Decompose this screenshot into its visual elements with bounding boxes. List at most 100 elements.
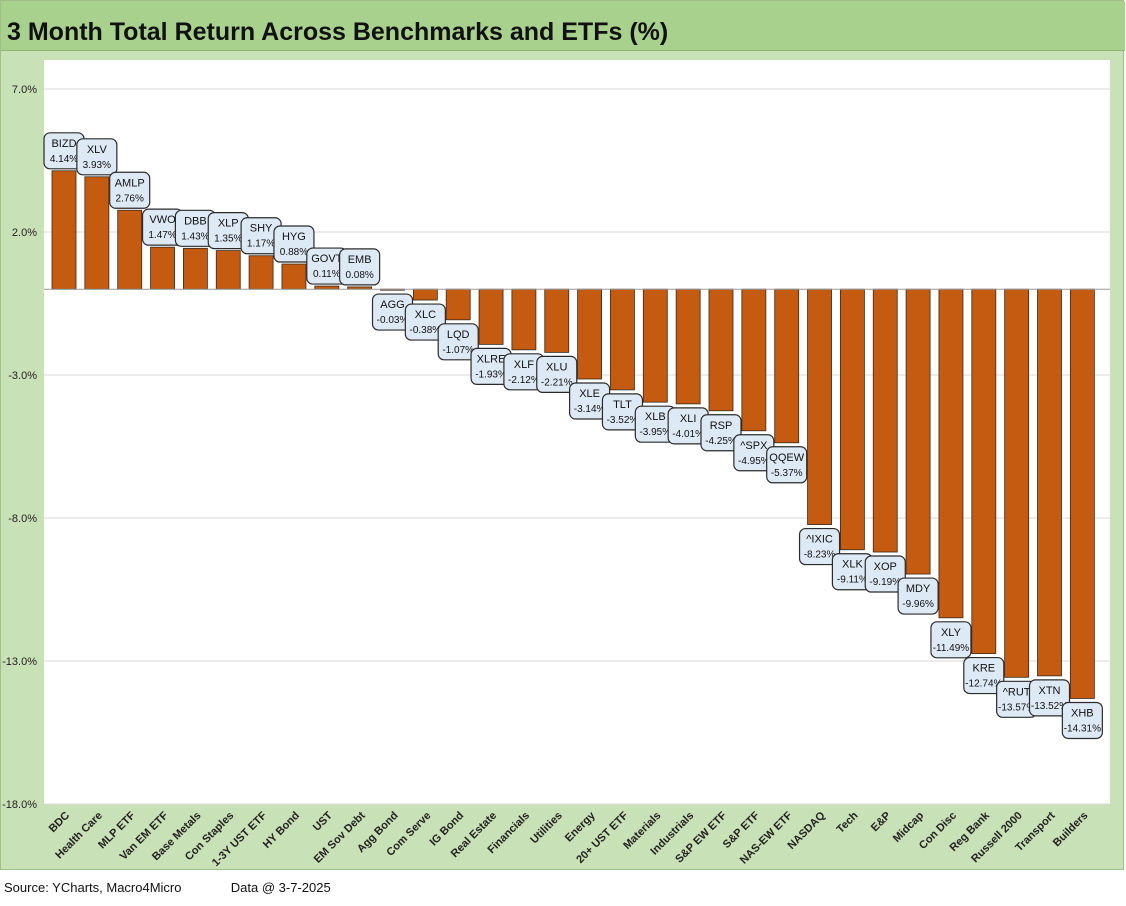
plot-area — [44, 60, 1110, 804]
bar-chart: 7.0% 2.0% -3.0% -8.0% -13.0% -18.0% BIZD 4.14% X… — [2, 60, 1110, 869]
data-label-box — [109, 171, 151, 209]
data-label-value: -5.37% — [771, 468, 803, 479]
data-label-ticker: XLE — [579, 388, 600, 400]
bar — [84, 176, 110, 290]
data-label-value: -12.74% — [965, 679, 1002, 690]
bar — [150, 246, 175, 290]
data-label-value: 2.76% — [116, 193, 144, 204]
data-label-ticker: LQD — [447, 329, 470, 341]
bar — [281, 263, 307, 290]
bar — [182, 247, 208, 290]
bar — [117, 209, 143, 290]
bar — [215, 250, 241, 290]
data-label-ticker: XHB — [1071, 707, 1094, 719]
bar — [807, 288, 832, 525]
bar — [872, 288, 898, 553]
y-tick-label: -3.0% — [8, 370, 37, 382]
data-label-box — [700, 414, 742, 452]
bar — [905, 288, 931, 575]
data-label-ticker: BIZD — [51, 138, 76, 150]
bar — [1037, 288, 1062, 677]
data-label-ticker: DBB — [184, 215, 207, 227]
data-date: Data @ 3-7-2025 — [230, 880, 331, 895]
x-tick-label: BDC — [47, 810, 72, 835]
data-label-value: 1.43% — [181, 231, 209, 242]
y-tick-label: -8.0% — [8, 513, 37, 525]
data-label-ticker: RSP — [710, 420, 733, 432]
data-label-value: -1.07% — [442, 345, 474, 356]
chart-title: 3 Month Total Return Across Benchmarks a… — [7, 18, 669, 46]
data-label-value: -2.12% — [508, 375, 540, 386]
data-label-value: -0.03% — [377, 315, 409, 326]
data-label-box — [930, 621, 972, 659]
x-tick-label: Utilities — [528, 810, 565, 847]
source-note: Source: YCharts, Macro4Micro — [4, 880, 182, 895]
data-label-value: 3.93% — [83, 160, 111, 171]
bar — [511, 288, 537, 351]
data-label-value: 1.17% — [247, 239, 275, 250]
data-label-value: 0.11% — [313, 269, 341, 280]
data-label-box — [404, 303, 446, 341]
data-label-ticker: KRE — [972, 663, 995, 675]
data-label-ticker: EMB — [348, 254, 372, 266]
bar — [51, 170, 77, 290]
data-label-ticker: XLP — [218, 218, 239, 230]
data-label-box — [864, 555, 906, 593]
data-label-ticker: XLC — [415, 309, 436, 321]
data-label-value: -13.52% — [1031, 701, 1068, 712]
y-tick-label: 2.0% — [12, 227, 37, 239]
data-label-value: -4.01% — [672, 429, 704, 440]
data-label-ticker: XLRE — [477, 353, 506, 365]
data-label-box — [897, 577, 939, 615]
bar — [642, 288, 668, 403]
data-label-ticker: AMLP — [115, 177, 145, 189]
bar — [971, 288, 997, 654]
data-label-box — [76, 138, 118, 176]
y-tick-label: 7.0% — [12, 84, 37, 96]
data-label-box — [339, 248, 381, 286]
y-tick-label: -13.0% — [2, 656, 37, 668]
data-label-box — [1061, 701, 1103, 740]
data-label-value: -0.38% — [410, 325, 442, 336]
bar — [675, 288, 701, 405]
data-label-ticker: XLI — [680, 413, 697, 425]
bar — [840, 288, 865, 551]
data-label-box — [273, 225, 315, 263]
data-label-ticker: XLK — [842, 559, 863, 571]
bar — [412, 288, 438, 301]
data-label-box — [963, 656, 1005, 695]
bar — [248, 255, 274, 290]
data-label-value: -4.95% — [738, 456, 770, 467]
data-label-box — [437, 323, 479, 361]
x-tick-label: HY Bond — [261, 810, 302, 851]
bar — [610, 288, 635, 391]
bar — [544, 288, 570, 353]
data-label-value: 0.88% — [280, 247, 308, 258]
bar — [1069, 288, 1095, 699]
x-tick-label: UST — [311, 809, 335, 833]
data-label-value: -13.57% — [998, 702, 1035, 713]
bar — [938, 288, 964, 619]
data-label-value: -3.95% — [639, 427, 671, 438]
bar — [1004, 288, 1030, 678]
data-label-ticker: TLT — [613, 399, 632, 411]
bar — [577, 288, 602, 380]
data-label-ticker: XOP — [874, 561, 897, 573]
data-label-ticker: ^IXIC — [806, 534, 833, 546]
data-label-value: -3.14% — [574, 404, 606, 415]
data-label-ticker: XLB — [645, 411, 666, 423]
data-label-box — [798, 527, 841, 566]
data-label-ticker: XLY — [941, 627, 962, 639]
data-label-value: -2.21% — [541, 377, 573, 388]
data-label-ticker: XTN — [1039, 685, 1061, 697]
data-label-value: 1.47% — [148, 230, 176, 241]
data-label-box — [766, 446, 808, 484]
title-bar: 3 Month Total Return Across Benchmarks a… — [1, 1, 1125, 51]
data-label-ticker: GOVT — [311, 253, 342, 265]
bar — [445, 288, 471, 321]
bar — [741, 288, 767, 432]
y-tick-label: -18.0% — [2, 799, 37, 811]
data-label-box — [1028, 679, 1071, 717]
data-label-ticker: XLU — [546, 361, 567, 373]
data-label-value: -4.25% — [705, 436, 737, 447]
